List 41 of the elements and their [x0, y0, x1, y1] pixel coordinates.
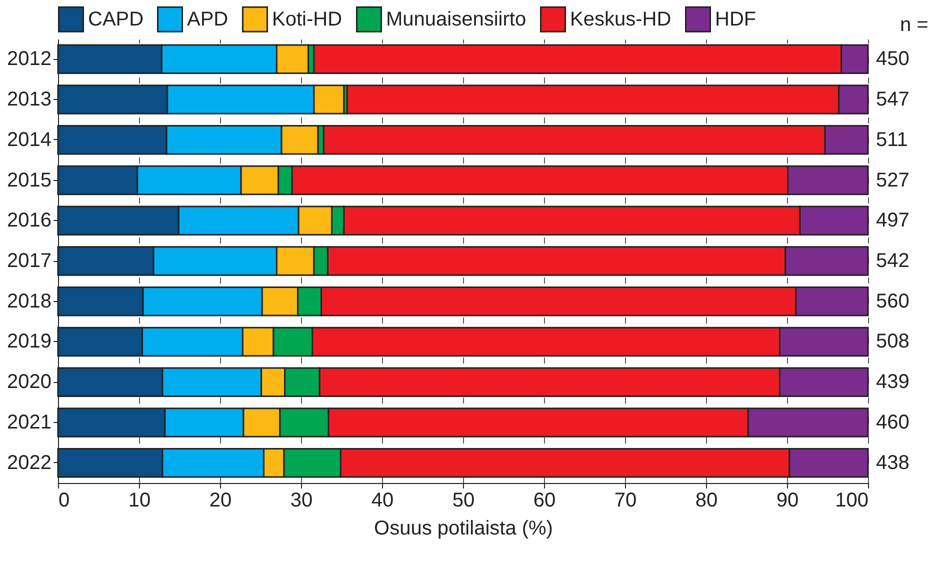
text: 439	[876, 371, 910, 394]
text: 527	[876, 169, 910, 192]
x-tick-label: 50	[452, 490, 475, 512]
x-tick-label: 80	[695, 490, 718, 512]
text: 542	[876, 250, 910, 272]
y-tick-label: 2017	[7, 250, 52, 272]
legend-label: APD	[187, 8, 228, 30]
text: 547	[876, 88, 910, 111]
x-axis-title: Osuus potilaista (%)	[374, 518, 553, 540]
text: 497	[876, 210, 910, 232]
text: 511	[876, 128, 908, 151]
text: 438	[876, 452, 910, 474]
y-tick-label: 2020	[7, 371, 52, 394]
text: n =	[900, 14, 928, 37]
x-tick-label: 40	[371, 490, 394, 512]
x-tick-label: 10	[128, 490, 151, 512]
text: 508	[876, 330, 910, 353]
x-tick-label: 0	[58, 490, 70, 512]
y-tick-label: 2013	[7, 88, 52, 111]
x-tick-label: 90	[776, 490, 799, 512]
text: 460	[876, 411, 910, 434]
y-tick-label: 2016	[7, 210, 52, 232]
text: 560	[876, 290, 910, 312]
legend-label: CAPD	[88, 8, 144, 30]
x-tick-label: 60	[533, 490, 556, 512]
y-tick-label: 2015	[7, 169, 52, 192]
y-tick-label: 2022	[7, 452, 52, 474]
legend-label: Keskus-HD	[570, 8, 672, 30]
x-tick-label: 20	[209, 490, 232, 512]
y-tick-label: 2014	[7, 128, 52, 151]
legend-label: HDF	[715, 8, 756, 30]
y-tick-label: 2012	[7, 48, 52, 70]
y-tick-label: 2018	[7, 290, 52, 312]
x-tick-label: 70	[614, 490, 637, 512]
text: 450	[876, 48, 910, 70]
x-tick-label: 30	[290, 490, 313, 512]
y-tick-label: 2019	[7, 330, 52, 353]
x-tick-label: 100	[835, 490, 868, 512]
y-tick-label: 2021	[7, 411, 52, 434]
legend-label: Munuaisensiirto	[386, 8, 526, 30]
legend-label: Koti-HD	[272, 8, 342, 30]
